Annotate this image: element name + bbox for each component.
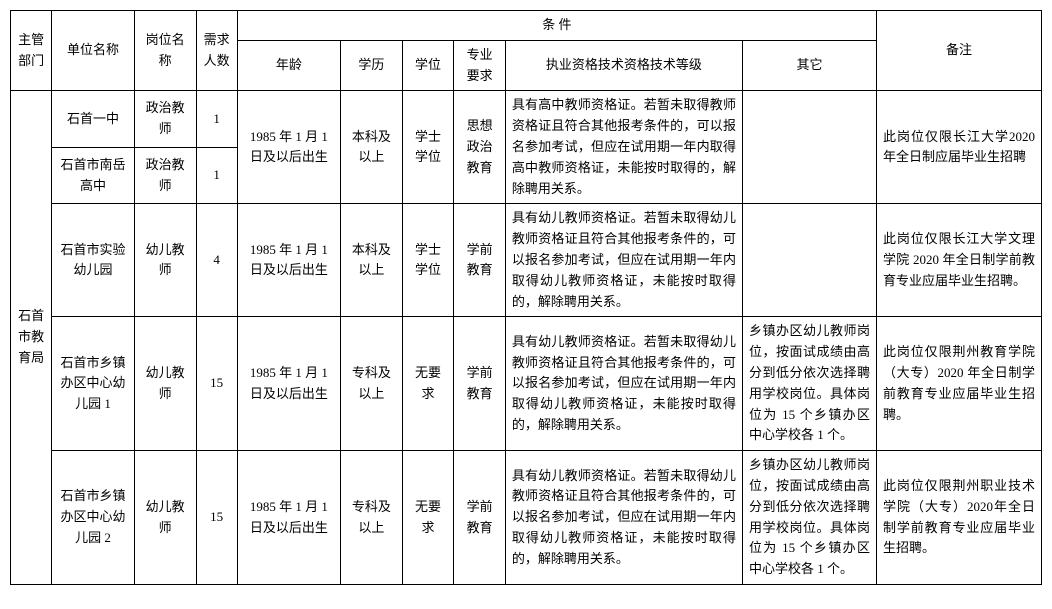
- cell-age: 1985 年 1 月 1 日及以后出生: [237, 204, 340, 317]
- header-age: 年龄: [237, 40, 340, 91]
- cell-major: 学前教育: [454, 204, 506, 317]
- cell-post: 幼儿教师: [134, 451, 196, 585]
- cell-qual: 具有高中教师资格证。若暂未取得教师资格证且符合其他报考条件的，可以报名参加考试，…: [505, 91, 742, 204]
- header-post: 岗位名称: [134, 11, 196, 91]
- cell-other: 乡镇办区幼儿教师岗位，按面试成绩由高分到低分依次选择聘用学校岗位。具体岗位为 1…: [742, 317, 876, 451]
- cell-qual: 具有幼儿教师资格证。若暂未取得幼儿教师资格证且符合其他报考条件的，可以报名参加考…: [505, 204, 742, 317]
- cell-note: 此岗位仅限荆州教育学院（大专）2020 年全日制学前教育专业应届毕业生招聘。: [876, 317, 1041, 451]
- cell-deg: 无要求: [402, 451, 454, 585]
- recruitment-table: 主管部门 单位名称 岗位名称 需求人数 条 件 备注 年龄 学历 学位 专业要求…: [10, 10, 1042, 585]
- cell-deg: 学士学位: [402, 204, 454, 317]
- cell-deg: 学士学位: [402, 91, 454, 204]
- cell-age: 1985 年 1 月 1 日及以后出生: [237, 317, 340, 451]
- table-row: 石首市教育局 石首一中 政治教师 1 1985 年 1 月 1 日及以后出生 本…: [11, 91, 1042, 147]
- cell-deg: 无要求: [402, 317, 454, 451]
- cell-note: 此岗位仅限长江大学文理学院 2020 年全日制学前教育专业应届毕业生招聘。: [876, 204, 1041, 317]
- header-other: 其它: [742, 40, 876, 91]
- cell-major: 学前教育: [454, 317, 506, 451]
- cell-other: 乡镇办区幼儿教师岗位，按面试成绩由高分到低分依次选择聘用学校岗位。具体岗位为 1…: [742, 451, 876, 585]
- header-major: 专业要求: [454, 40, 506, 91]
- cell-unit: 石首市乡镇办区中心幼儿园 2: [52, 451, 134, 585]
- cell-note: 此岗位仅限荆州职业技术学院（大专）2020年全日制学前教育专业应届毕业生招聘。: [876, 451, 1041, 585]
- table-header: 主管部门 单位名称 岗位名称 需求人数 条 件 备注 年龄 学历 学位 专业要求…: [11, 11, 1042, 91]
- table-body: 石首市教育局 石首一中 政治教师 1 1985 年 1 月 1 日及以后出生 本…: [11, 91, 1042, 585]
- cell-other: [742, 204, 876, 317]
- cell-unit: 石首市实验幼儿园: [52, 204, 134, 317]
- table-row: 石首市实验幼儿园 幼儿教师 4 1985 年 1 月 1 日及以后出生 本科及以…: [11, 204, 1042, 317]
- cell-dept: 石首市教育局: [11, 91, 52, 585]
- cell-qual: 具有幼儿教师资格证。若暂未取得幼儿教师资格证且符合其他报考条件的，可以报名参加考…: [505, 317, 742, 451]
- header-note: 备注: [876, 11, 1041, 91]
- table-row: 石首市乡镇办区中心幼儿园 2 幼儿教师 15 1985 年 1 月 1 日及以后…: [11, 451, 1042, 585]
- cell-post: 政治教师: [134, 91, 196, 147]
- cell-count: 1: [196, 91, 237, 147]
- cell-post: 幼儿教师: [134, 204, 196, 317]
- cell-qual: 具有幼儿教师资格证。若暂未取得幼儿教师资格证且符合其他报考条件的，可以报名参加考…: [505, 451, 742, 585]
- cell-count: 1: [196, 147, 237, 204]
- header-edu: 学历: [340, 40, 402, 91]
- cell-edu: 本科及以上: [340, 204, 402, 317]
- cell-unit: 石首一中: [52, 91, 134, 147]
- header-dept: 主管部门: [11, 11, 52, 91]
- cell-edu: 专科及以上: [340, 317, 402, 451]
- header-conditions: 条 件: [237, 11, 876, 41]
- cell-unit: 石首市南岳高中: [52, 147, 134, 204]
- cell-major: 学前教育: [454, 451, 506, 585]
- cell-unit: 石首市乡镇办区中心幼儿园 1: [52, 317, 134, 451]
- cell-note: 此岗位仅限长江大学2020 年全日制应届毕业生招聘: [876, 91, 1041, 204]
- cell-count: 15: [196, 317, 237, 451]
- cell-other: [742, 91, 876, 204]
- table-row: 石首市乡镇办区中心幼儿园 1 幼儿教师 15 1985 年 1 月 1 日及以后…: [11, 317, 1042, 451]
- cell-post: 政治教师: [134, 147, 196, 204]
- cell-edu: 本科及以上: [340, 91, 402, 204]
- cell-age: 1985 年 1 月 1 日及以后出生: [237, 91, 340, 204]
- header-unit: 单位名称: [52, 11, 134, 91]
- cell-edu: 专科及以上: [340, 451, 402, 585]
- cell-major: 思想政治教育: [454, 91, 506, 204]
- cell-count: 15: [196, 451, 237, 585]
- header-qual: 执业资格技术资格技术等级: [505, 40, 742, 91]
- header-deg: 学位: [402, 40, 454, 91]
- cell-post: 幼儿教师: [134, 317, 196, 451]
- cell-count: 4: [196, 204, 237, 317]
- cell-age: 1985 年 1 月 1 日及以后出生: [237, 451, 340, 585]
- header-count: 需求人数: [196, 11, 237, 91]
